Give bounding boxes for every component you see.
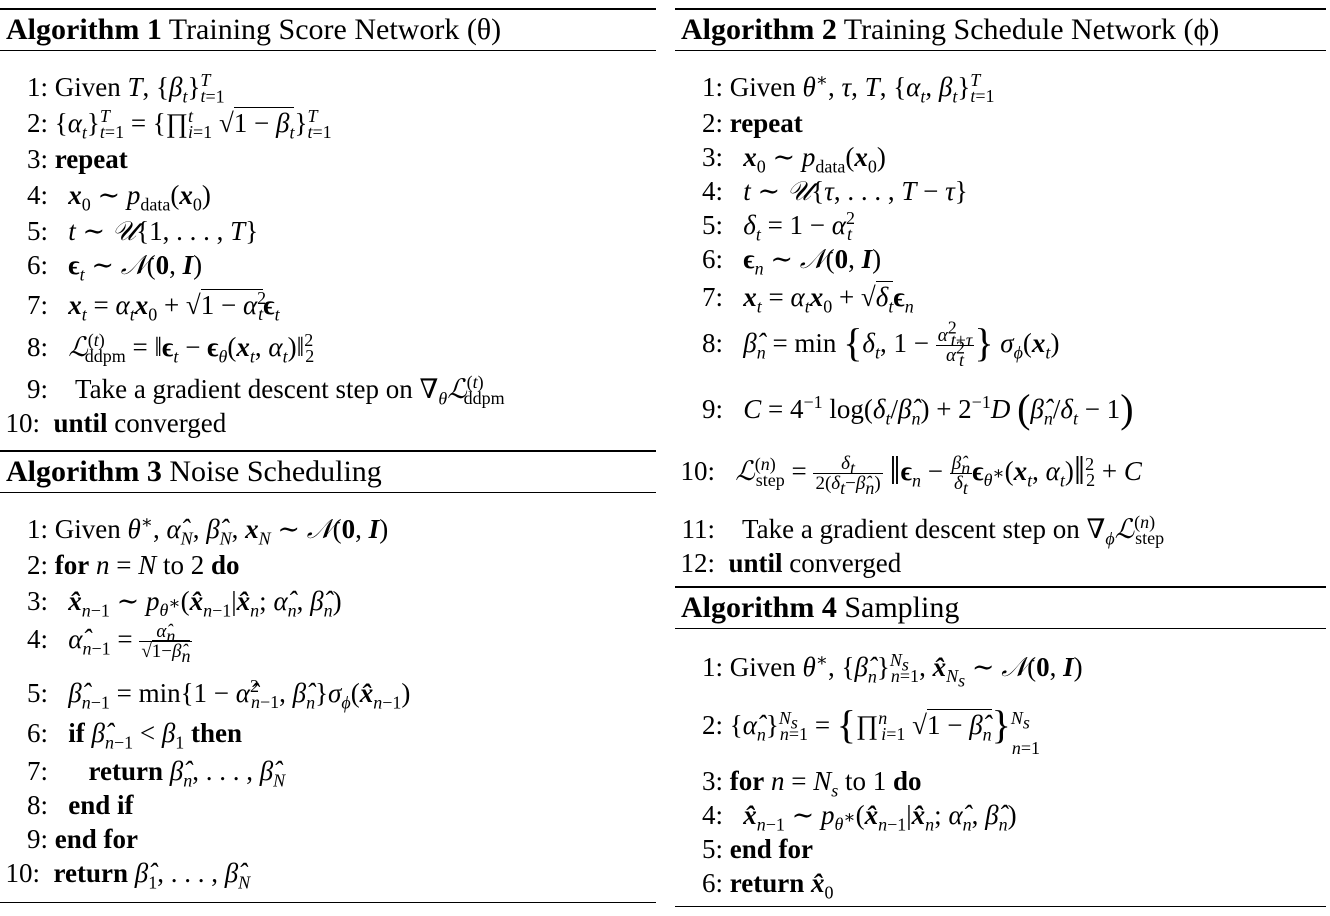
algo1-line-8: 8: ℒ(t)ddpm = ‖ϵt − ϵθ(xt, αt)‖22	[26, 330, 315, 367]
algo3-line-3: 3: x̂n−1 ∼ pθ∗(x̂n−1|x̂n; α̂n, β̂n)	[26, 586, 342, 621]
algorithm-3: Algorithm 3 Noise Scheduling 1: Given θ∗…	[0, 450, 656, 904]
algorithm-2-number: Algorithm 2	[681, 13, 837, 46]
algo3-line-8: 8: end if	[26, 790, 134, 820]
algorithm-1-header: Algorithm 1 Training Score Network (θ)	[0, 8, 656, 51]
algo1-line-6: 6: ϵt ∼ 𝒩(0, I)	[26, 250, 203, 285]
algorithm-4-header: Algorithm 4 Sampling	[675, 586, 1326, 629]
algo3-line-9: 9: end for	[26, 824, 138, 854]
algo2-line-5: 5: δt = 1 − α2t	[701, 208, 855, 245]
algo2-line-10: 10: ℒ(n)step = δt 2(δt−β̂n) ‖ϵn − β̂n δt ϵθ…	[680, 448, 1142, 499]
algo1-line-4: 4: x0 ∼ pdata(x0)	[26, 180, 211, 215]
algo3-line-5: 5: β̂n−1 = min{1 − α̂2n−1, β̂n}σϕ(x̂n−1)	[26, 676, 411, 713]
algorithm-3-number: Algorithm 3	[6, 455, 162, 488]
algorithm-2: Algorithm 2 Training Schedule Network (ϕ…	[675, 8, 1326, 586]
algo1-line-7: 7: xt = αtx0 + √1 − α2tϵt	[26, 288, 280, 325]
algorithm-2-title: Training Schedule Network (ϕ)	[843, 13, 1220, 46]
algo4-line-6: 6: return x̂0	[701, 868, 834, 903]
algo3-line-1: 1: Given θ∗, α̂N, β̂N, xN ∼ 𝒩(0, I)	[26, 512, 389, 549]
algo2-line-11: 11: Take a gradient descent step on ∇ϕℒ(…	[681, 512, 1165, 549]
algo1-line-1: 1: Given T, {βt}Tt=1	[26, 70, 225, 107]
algo2-line-2: 2: repeat	[701, 108, 803, 138]
algo4-line-1: 1: Given θ∗, {β̂n}Nsn=1, x̂Ns ∼ 𝒩(0, I)	[701, 650, 1083, 691]
algo3-line-6: 6: if β̂n−1 < β1 then	[26, 718, 243, 753]
algo4-line-5: 5: end for	[701, 834, 813, 864]
algo1-line-9: 9: Take a gradient descent step on ∇θℒ(t…	[26, 372, 505, 409]
algo3-line-2: 2: for n = N to 2 do	[26, 550, 240, 580]
algo4-line-2: 2: {α̂n}Nsn=1 = {∏ni=1 √1 − β̂n}Nsn=1	[701, 702, 1041, 759]
algo2-line-7: 7: xt = αtx0 + √δtϵn	[701, 281, 914, 317]
algo2-line-8: 8: β̂n = min {δt, 1 − α2t+τ α2t} σϕ(xt)	[701, 317, 1060, 371]
algo2-line-4: 4: t ∼ 𝒰{τ, . . . , T − τ}	[701, 176, 968, 206]
algorithm-2-header: Algorithm 2 Training Schedule Network (ϕ…	[675, 8, 1326, 51]
algo1-line-2: 2: {αt}Tt=1 = {∏ti=1 √1 − βt}Tt=1	[26, 106, 332, 143]
algo1-line-5: 5: t ∼ 𝒰{1, . . . , T}	[26, 216, 259, 246]
algorithm-4-bottom-rule	[675, 906, 1326, 907]
algorithm-3-header: Algorithm 3 Noise Scheduling	[0, 450, 656, 493]
algorithm-4: Algorithm 4 Sampling 1: Given θ∗, {β̂n}N…	[675, 586, 1326, 908]
algo1-line-3: 3: repeat	[26, 144, 128, 174]
algo3-line-4: 4: α̂n−1 = α̂n √1−β̂n	[26, 621, 193, 667]
algo1-line-10: 10: until converged	[5, 408, 227, 438]
algorithm-1-title: Training Score Network (θ)	[168, 13, 502, 46]
algo2-line-3: 3: x0 ∼ pdata(x0)	[701, 142, 886, 177]
algorithm-1-number: Algorithm 1	[6, 13, 162, 46]
algo4-line-3: 3: for n = Ns to 1 do	[701, 766, 922, 801]
algo2-line-12: 12: until converged	[680, 548, 902, 578]
algorithm-4-number: Algorithm 4	[681, 591, 837, 624]
algorithm-3-title: Noise Scheduling	[169, 455, 382, 488]
algo4-line-4: 4: x̂n−1 ∼ pθ∗(x̂n−1|x̂n; α̂n, β̂n)	[701, 800, 1017, 835]
algo2-line-6: 6: ϵn ∼ 𝒩(0, I)	[701, 244, 882, 279]
algorithm-3-bottom-rule	[0, 902, 656, 903]
algo3-line-7: 7: return β̂n, . . . , β̂N	[26, 756, 286, 791]
algo2-line-9: 9: C = 4−1 log(δt/β̂n) + 2−1D (β̂n/δt − …	[701, 386, 1134, 431]
algo3-line-10: 10: return β̂1, . . . , β̂N	[5, 858, 251, 893]
algo2-line-1: 1: Given θ∗, τ, T, {αt, βt}Tt=1	[701, 70, 995, 107]
algorithm-1: Algorithm 1 Training Score Network (θ) 1…	[0, 8, 656, 450]
algorithm-4-title: Sampling	[844, 591, 960, 624]
